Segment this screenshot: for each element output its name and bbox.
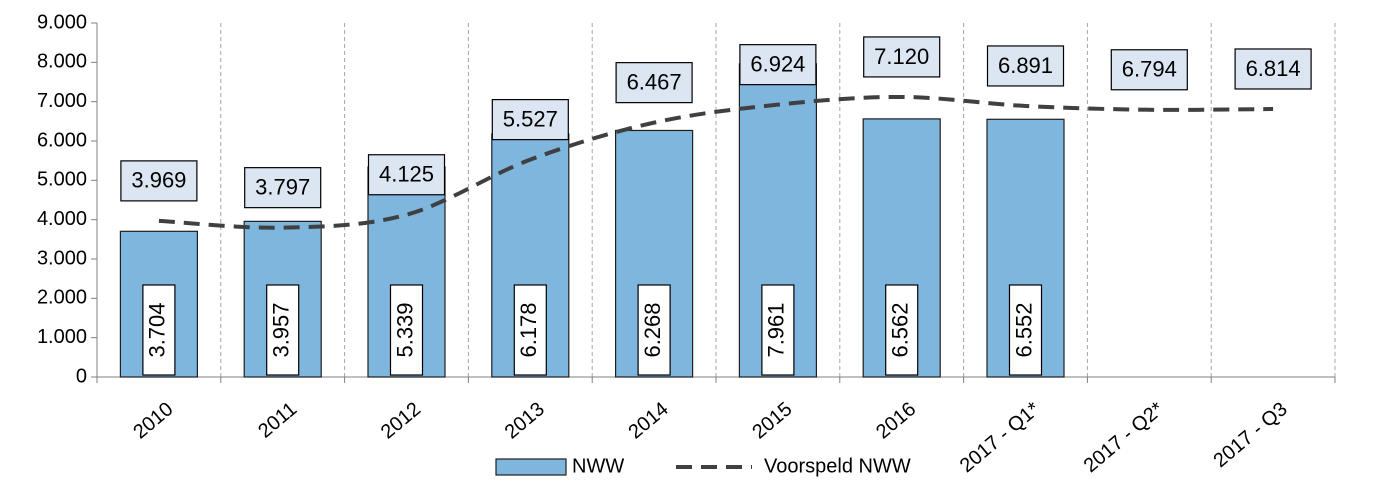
bar-label-box [142,284,176,376]
bar-label: 5.339 [392,302,417,357]
bar-label-box [389,284,424,376]
y-tick-label: 3.000 [37,247,87,269]
y-tick-label: 6.000 [37,129,87,151]
y-tick-label: 4.000 [37,208,87,230]
legend-label: Voorspeld NWW [764,455,911,477]
x-tick-label: 2017 - Q1* [956,398,1044,477]
line-label-box [491,99,569,141]
line-label-box [739,44,817,86]
x-tick-label: 2010 [129,398,177,443]
x-tick-label: 2017 - Q3 [1209,398,1291,472]
y-tick-label: 7.000 [37,90,87,112]
line-label-box [863,36,941,78]
x-tick-label: 2013 [501,398,549,443]
forecast-line [158,94,1274,230]
line-label-box [1110,49,1188,91]
bar-label-box [266,284,300,376]
bar-label: 6.268 [640,302,665,357]
x-tick-label: 2014 [624,398,672,443]
bar-label-box [637,284,671,376]
line-label: 3.797 [255,174,310,199]
bar-label: 6.552 [1011,302,1036,357]
bar-label: 6.178 [516,302,541,357]
bar-label-box [761,284,795,376]
bar-label: 3.704 [145,302,170,357]
line-label: 4.125 [379,162,434,187]
bar-label: 6.562 [888,302,913,357]
line-label: 6.924 [750,51,805,76]
y-tick-label: 2.000 [37,287,87,309]
line-label-box [986,45,1065,87]
x-tick-label: 2012 [377,398,425,443]
line-label: 7.120 [874,44,929,69]
legend-label: NWW [572,455,624,477]
bar-label: 3.957 [269,302,294,357]
legend-swatch [495,458,567,476]
x-tick-label: 2016 [872,398,920,443]
line-label-box [244,167,322,209]
line-label: 6.891 [998,53,1053,78]
line-label: 3.969 [131,168,186,193]
y-tick-label: 8.000 [37,51,87,73]
line-label: 6.467 [627,69,682,94]
y-tick-label: 1.000 [37,326,87,348]
line-label-box [615,62,693,104]
y-tick-label: 9.000 [37,11,87,33]
line-label: 6.794 [1122,57,1177,82]
x-tick-label: 2015 [748,398,796,443]
line-label: 6.814 [1246,56,1301,81]
x-tick-label: 2011 [254,398,301,443]
bar-label-box [513,284,547,376]
line-label-box [120,160,198,202]
line-label-box [1234,48,1312,90]
x-tick-label: 2017 - Q2* [1080,398,1168,477]
bar-label-box [1008,284,1043,376]
bar-label: 7.961 [764,302,789,357]
y-tick-label: 0 [76,365,87,387]
bar-label-box [885,284,919,376]
y-tick-label: 5.000 [37,169,87,191]
line-label: 5.527 [503,106,558,131]
line-label-box [367,154,446,196]
